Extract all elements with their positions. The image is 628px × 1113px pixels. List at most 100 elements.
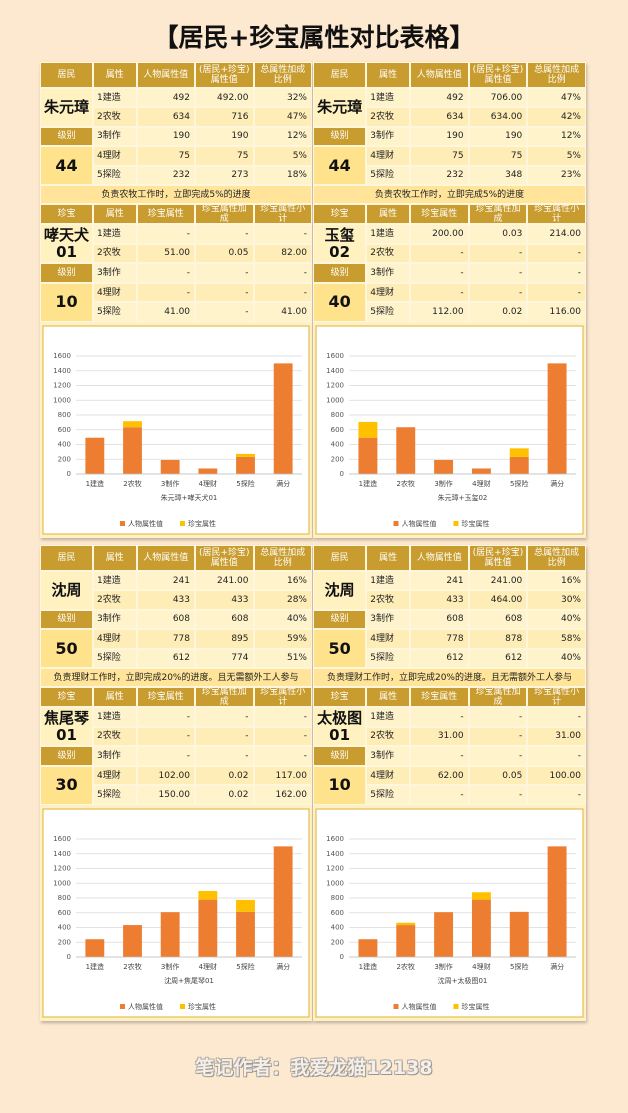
attribute-cell: 1建造 [93,571,137,591]
value-cell: - [195,263,254,283]
x-tick-label: 4理财 [199,962,217,971]
value-cell: - [136,263,196,283]
footer: 笔记作者：我爱龙猫12138 [195,1057,433,1079]
y-tick-label: 1600 [326,835,344,843]
value-cell: 273 [195,165,254,185]
y-tick-label: 1200 [53,382,71,390]
page-title: 【居民+珍宝属性对比表格】 [153,23,475,52]
header-cell: 珍宝属性小计 [253,687,312,707]
attribute-cell: 5探险 [93,165,137,185]
level-cell: 44 [40,146,94,185]
value-cell: 41.00 [136,302,196,322]
header-cell: 珍宝属性加成 [195,204,254,224]
value-cell: 0.02 [468,302,528,322]
y-tick-label: 1200 [326,865,344,873]
attribute-cell: 1建造 [93,707,137,727]
attribute-cell: 5探险 [93,648,137,668]
value-cell: - [136,282,196,303]
x-tick-label: 4理财 [199,479,217,488]
x-tick-label: 满分 [550,962,564,971]
y-tick-label: 0 [67,470,71,478]
level-label: 级别 [40,746,94,766]
x-tick-label: 2农牧 [397,479,415,488]
header-cell: 珍宝属性 [409,204,469,224]
bar [547,846,567,957]
bar [396,925,416,957]
x-axis-label: 沈周+太极图01 [438,976,488,985]
y-tick-label: 400 [58,441,71,449]
value-cell: 774 [195,648,254,668]
attribute-cell: 1建造 [366,88,410,108]
attribute-cell: 4理财 [366,146,410,166]
value-cell: 492 [136,88,196,108]
level-cell: 50 [40,629,94,668]
y-tick-label: 600 [58,909,71,917]
value-cell: 82.00 [253,243,312,264]
value-cell: 42% [527,107,586,127]
note: 负责农牧工作时，立即完成5%的进度 [313,185,586,204]
header-cell: 居民 [40,545,94,571]
attribute-cell: 4理财 [366,629,410,649]
y-tick-label: 400 [58,924,71,932]
value-cell: 232 [136,165,196,185]
treasure-name: 太极图 [317,708,363,727]
x-tick-label: 2农牧 [123,479,141,488]
value-cell: 608 [136,609,196,630]
value-cell: 12% [253,126,312,147]
value-cell: 58% [527,629,586,649]
attribute-cell: 2农牧 [93,107,137,127]
bar [85,939,105,957]
y-tick-label: 1000 [53,879,71,887]
value-cell: - [136,726,196,747]
value-cell: - [527,263,586,283]
y-tick-label: 800 [58,411,71,419]
header-cell: 属性 [366,687,410,707]
y-tick-label: 1400 [53,850,71,858]
header-cell: 珍宝属性加成 [195,687,254,707]
x-tick-label: 1建造 [86,479,104,488]
value-cell: 433 [195,590,254,610]
value-cell: - [253,224,312,244]
bar [198,890,218,900]
value-cell: - [253,726,312,747]
value-cell: - [409,243,469,264]
attribute-cell: 5探险 [366,785,410,805]
header-cell: 属性 [366,204,410,224]
value-cell: - [253,282,312,303]
x-tick-label: 1建造 [359,962,377,971]
bar [358,437,378,474]
value-cell: 75 [468,146,528,166]
bar [123,421,142,428]
value-cell: 16% [253,571,312,591]
value-cell: - [195,746,254,766]
chart: 0 200 400 600 800 1000 1200 1400 1600 1建造 2农牧 3制作 4理… [315,325,584,535]
legend-label: 人物属性值 [402,519,437,528]
value-cell: 200.00 [409,224,469,244]
y-tick-label: 200 [331,455,344,463]
y-tick-label: 1600 [326,352,344,360]
value-cell: 612 [136,648,196,668]
value-cell: 5% [253,146,312,166]
y-tick-label: 1200 [53,865,71,873]
value-cell: 608 [468,609,528,630]
value-cell: 51.00 [136,243,196,264]
value-cell: - [468,726,528,747]
header-cell: 珍宝 [40,687,94,707]
attribute-cell: 4理财 [93,765,137,786]
value-cell: 214.00 [527,224,586,244]
y-tick-label: 1400 [326,850,344,858]
y-tick-label: 0 [340,470,344,478]
value-cell: 40% [527,648,586,668]
chart: 0 200 400 600 800 1000 1200 1400 1600 1建造 2农牧 3制作 4理… [42,808,310,1018]
value-cell: 75 [409,146,469,166]
header-cell: 属性 [93,62,137,88]
bar [85,437,105,474]
bar [273,846,293,957]
value-cell: 75 [195,146,254,166]
y-tick-label: 600 [331,426,344,434]
y-tick-label: 1000 [53,396,71,404]
y-tick-label: 1000 [326,396,344,404]
value-cell: 16% [527,571,586,591]
value-cell: 348 [468,165,528,185]
header-cell: 珍宝属性加成 [468,204,528,224]
